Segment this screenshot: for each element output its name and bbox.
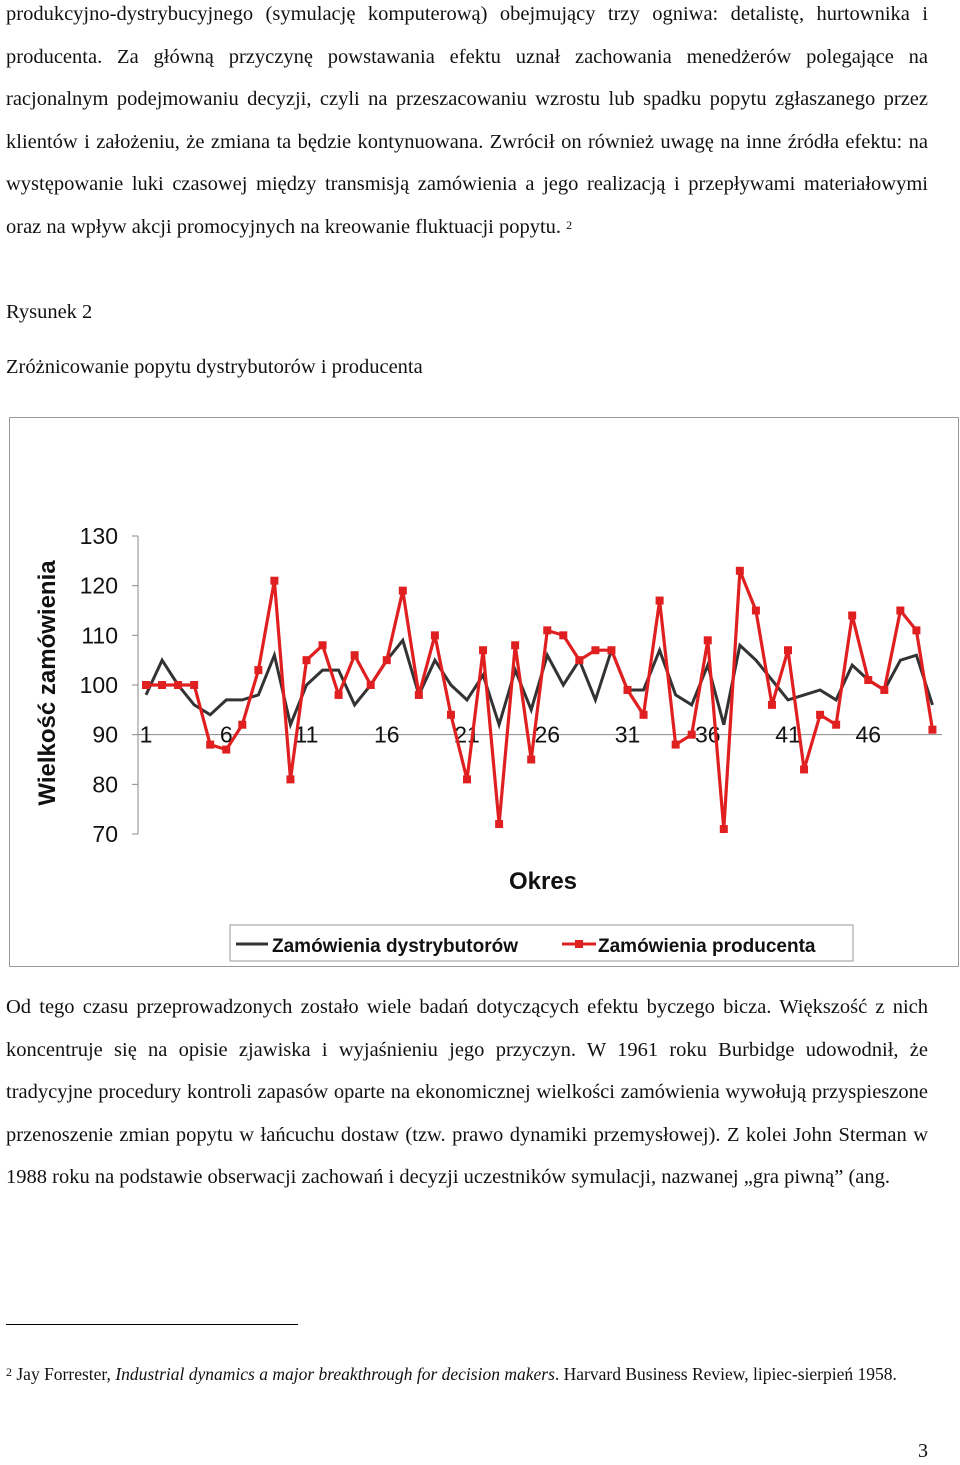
producer-orders-point bbox=[767, 700, 776, 709]
paragraph-body: Od tego czasu przeprowadzonych zostało w… bbox=[6, 996, 928, 1188]
footnote-divider bbox=[6, 1324, 298, 1325]
y-tick-label: 110 bbox=[81, 622, 118, 648]
footnote-number: 2 bbox=[6, 1365, 12, 1379]
producer-orders-point bbox=[414, 690, 423, 699]
producer-orders-point bbox=[800, 765, 809, 774]
producer-orders-point bbox=[174, 681, 183, 689]
producer-orders-point bbox=[527, 755, 536, 764]
producer-orders-point bbox=[575, 656, 584, 665]
producer-orders-point bbox=[623, 685, 632, 694]
x-tick-label: 6 bbox=[220, 722, 233, 748]
producer-orders-point bbox=[286, 775, 295, 784]
producer-orders-point bbox=[382, 656, 391, 665]
producer-orders-point bbox=[206, 740, 215, 749]
producer-orders-point bbox=[671, 740, 680, 749]
producer-orders-point bbox=[222, 745, 231, 754]
y-tick-label: 120 bbox=[80, 573, 118, 599]
producer-orders-point bbox=[703, 636, 712, 645]
footnote: 2 Jay Forrester, Industrial dynamics a m… bbox=[6, 1362, 928, 1386]
producer-orders-point bbox=[142, 681, 150, 689]
producer-orders-point bbox=[479, 646, 488, 655]
paragraph-intro: produkcyjno-dystrybucyjnego (symulację k… bbox=[6, 0, 928, 248]
legend-marker-producer bbox=[575, 940, 583, 948]
footnote-author: Jay Forrester, bbox=[16, 1364, 116, 1384]
chart-frame: 130 120 110 100 90 80 70 1 6 11 16 21 26 31 36 41 46 Wiel… bbox=[9, 417, 959, 967]
y-tick-label: 130 bbox=[80, 523, 118, 549]
producer-orders-point bbox=[350, 651, 359, 660]
page-number: 3 bbox=[918, 1440, 928, 1462]
producer-orders-point bbox=[302, 656, 311, 665]
y-tick-label: 80 bbox=[92, 771, 118, 797]
producer-orders-point bbox=[463, 775, 471, 784]
x-tick-label: 16 bbox=[374, 722, 400, 748]
producer-orders-point bbox=[655, 596, 664, 605]
footnote-source: . Harvard Business Review, lipiec-sierpi… bbox=[554, 1364, 897, 1384]
producer-orders-point bbox=[591, 646, 600, 655]
producer-orders-point bbox=[366, 681, 375, 689]
producer-orders-point bbox=[398, 586, 407, 595]
producer-orders-point bbox=[928, 725, 937, 734]
x-tick-label: 1 bbox=[140, 722, 153, 748]
producer-orders-point bbox=[559, 631, 568, 640]
legend-label-producer: Zamówienia producenta bbox=[598, 936, 816, 957]
producer-orders-point bbox=[318, 641, 327, 650]
producer-orders-point bbox=[511, 641, 520, 650]
figure-title: Zróżnicowanie popytu dystrybutorów i pro… bbox=[6, 356, 423, 378]
legend-box bbox=[229, 924, 854, 962]
producer-orders-point bbox=[334, 690, 343, 699]
producer-orders-point bbox=[848, 611, 857, 620]
producer-orders-point bbox=[896, 606, 905, 615]
producer-orders-line bbox=[146, 570, 935, 830]
producer-orders-point bbox=[190, 681, 199, 689]
x-tick-label: 11 bbox=[295, 722, 319, 748]
producer-orders-point bbox=[607, 646, 616, 655]
producer-orders-point bbox=[687, 730, 696, 739]
y-tick-label: 100 bbox=[80, 672, 118, 698]
producer-orders-point bbox=[495, 820, 504, 829]
footnote-reference[interactable]: 2 bbox=[566, 217, 573, 232]
producer-orders-point bbox=[880, 685, 889, 694]
producer-orders-point bbox=[158, 681, 167, 689]
y-tick-label: 90 bbox=[92, 722, 118, 748]
producer-orders-point bbox=[912, 626, 921, 635]
producer-orders-point bbox=[639, 710, 648, 719]
producer-orders-point bbox=[751, 606, 760, 615]
producer-orders-point bbox=[270, 576, 279, 585]
producer-orders-point bbox=[784, 646, 792, 655]
x-axis-title: Okres bbox=[509, 868, 577, 895]
producer-orders-point bbox=[430, 631, 439, 640]
producer-orders-point bbox=[446, 710, 455, 719]
paragraph-intro-text: produkcyjno-dystrybucyjnego (symulację k… bbox=[6, 3, 928, 238]
x-tick-label: 41 bbox=[775, 722, 801, 748]
producer-orders-point bbox=[719, 825, 728, 834]
y-axis-title: Wielkość zamówienia bbox=[34, 560, 61, 806]
x-tick-label: 31 bbox=[615, 722, 641, 748]
producer-orders-point bbox=[816, 710, 825, 719]
producer-orders-point bbox=[735, 566, 744, 575]
producer-orders-point bbox=[832, 720, 841, 729]
x-tick-label: 46 bbox=[855, 722, 881, 748]
footnote-title: Industrial dynamics a major breakthrough… bbox=[115, 1364, 555, 1384]
y-tick-label: 70 bbox=[92, 821, 118, 847]
producer-orders-point bbox=[543, 626, 552, 635]
x-tick-label: 26 bbox=[534, 722, 560, 748]
legend-label-distributor: Zamówienia dystrybutorów bbox=[272, 936, 518, 957]
producer-orders-point bbox=[238, 720, 247, 729]
figure-label: Rysunek 2 bbox=[6, 301, 93, 323]
producer-orders-point bbox=[254, 666, 263, 675]
producer-orders-point bbox=[864, 676, 873, 685]
